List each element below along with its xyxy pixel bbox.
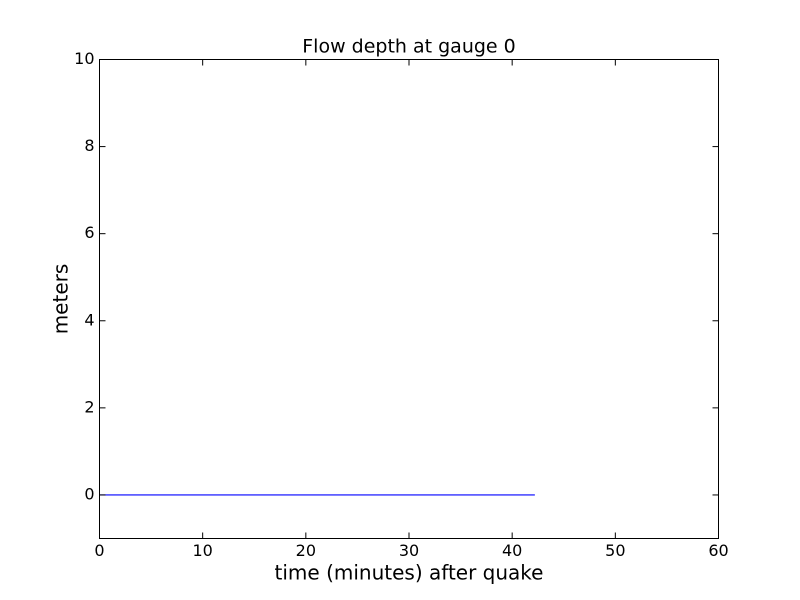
y-tick-label: 4 bbox=[84, 310, 94, 329]
x-tick-label: 40 bbox=[502, 541, 522, 560]
y-tick-label: 10 bbox=[74, 49, 94, 68]
y-tick-label: 6 bbox=[84, 223, 94, 242]
x-tick-label: 10 bbox=[192, 541, 212, 560]
y-tick-label: 2 bbox=[84, 397, 94, 416]
chart-title: Flow depth at gauge 0 bbox=[302, 36, 516, 58]
y-tick-label: 8 bbox=[84, 136, 94, 155]
x-tick-label: 30 bbox=[399, 541, 419, 560]
x-tick-label: 0 bbox=[94, 541, 104, 560]
x-axis-label: time (minutes) after quake bbox=[275, 561, 544, 585]
x-tick-label: 60 bbox=[708, 541, 728, 560]
x-tick-label: 20 bbox=[296, 541, 316, 560]
y-tick-label: 0 bbox=[84, 484, 94, 503]
y-axis-label: meters bbox=[49, 264, 73, 335]
x-tick-label: 50 bbox=[605, 541, 625, 560]
